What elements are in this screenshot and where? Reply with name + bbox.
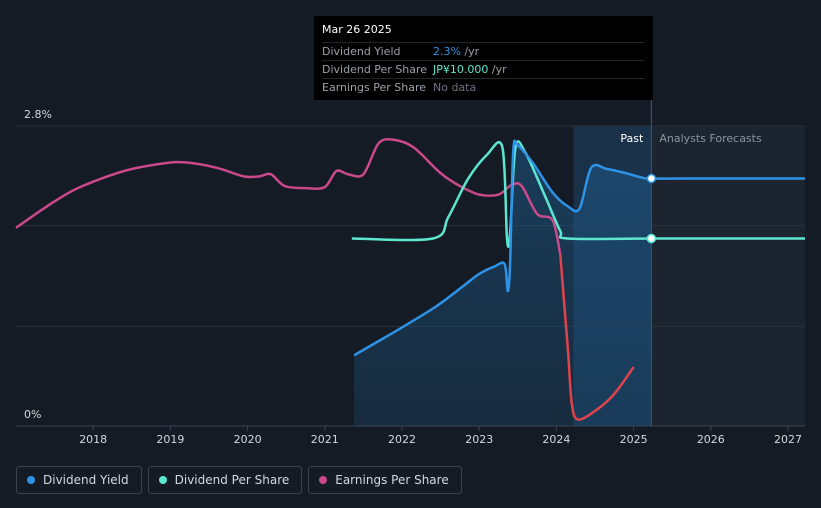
- tooltip-unit: /yr: [488, 63, 507, 76]
- forecast-region: [651, 126, 805, 426]
- x-tick-label: 2023: [465, 433, 493, 446]
- dividend-yield-line: [353, 139, 805, 357]
- dividend-per-share-marker: [646, 233, 657, 244]
- tooltip-label: Dividend Yield: [322, 45, 401, 58]
- tooltip-value: No data: [433, 81, 477, 94]
- x-tick-label: 2022: [388, 433, 416, 446]
- dividend-yield-marker: [646, 173, 657, 184]
- x-tick-label: 2019: [156, 433, 184, 446]
- tooltip-label: Earnings Per Share: [322, 81, 427, 94]
- legend-label: Dividend Per Share: [174, 473, 290, 487]
- tooltip-date: Mar 26 2025: [322, 23, 392, 36]
- x-tick-label: 2018: [79, 433, 107, 446]
- x-tick-label: 2027: [774, 433, 802, 446]
- x-tick-label: 2026: [697, 433, 725, 446]
- dividend-yield-area: [354, 140, 652, 426]
- legend-dot-icon: [319, 476, 328, 484]
- tooltip-unit: /yr: [460, 45, 480, 58]
- legend-item-earnings-per-share[interactable]: Earnings Per Share: [308, 466, 462, 494]
- tooltip-row-earnings-per-share: Earnings Per Share No data: [322, 78, 645, 96]
- tooltip-row-dividend-per-share: Dividend Per Share JP¥10.000 /yr: [322, 60, 645, 78]
- past-label: Past: [620, 132, 644, 145]
- tooltip: Mar 26 2025 Dividend Yield 2.3% /yr Divi…: [314, 16, 653, 100]
- legend-label: Dividend Yield: [43, 473, 129, 487]
- x-tick-label: 2020: [234, 433, 262, 446]
- tooltip-value: 2.3%: [433, 45, 461, 58]
- y-tick-label: 2.8%: [24, 108, 52, 121]
- legend-item-dividend-yield[interactable]: Dividend Yield: [16, 466, 142, 494]
- x-tick-label: 2025: [620, 433, 648, 446]
- x-tick-label: 2021: [311, 433, 339, 446]
- legend-dot-icon: [158, 476, 167, 484]
- x-tick-label: 2024: [542, 433, 570, 446]
- tooltip-value: JP¥10.000: [433, 63, 489, 76]
- earnings-per-share-line-decline: [559, 254, 635, 421]
- legend-item-dividend-per-share[interactable]: Dividend Per Share: [147, 466, 303, 494]
- legend-label: Earnings Per Share: [335, 473, 449, 487]
- legend-dot-icon: [27, 476, 35, 484]
- forecast-label: Analysts Forecasts: [659, 132, 762, 145]
- tooltip-label: Dividend Per Share: [322, 63, 428, 76]
- y-tick-label: 0%: [24, 408, 41, 421]
- earnings-per-share-line: [15, 137, 562, 255]
- legend: Dividend Yield Dividend Per Share Earnin…: [16, 466, 468, 494]
- tooltip-row-dividend-yield: Dividend Yield 2.3% /yr: [322, 42, 645, 60]
